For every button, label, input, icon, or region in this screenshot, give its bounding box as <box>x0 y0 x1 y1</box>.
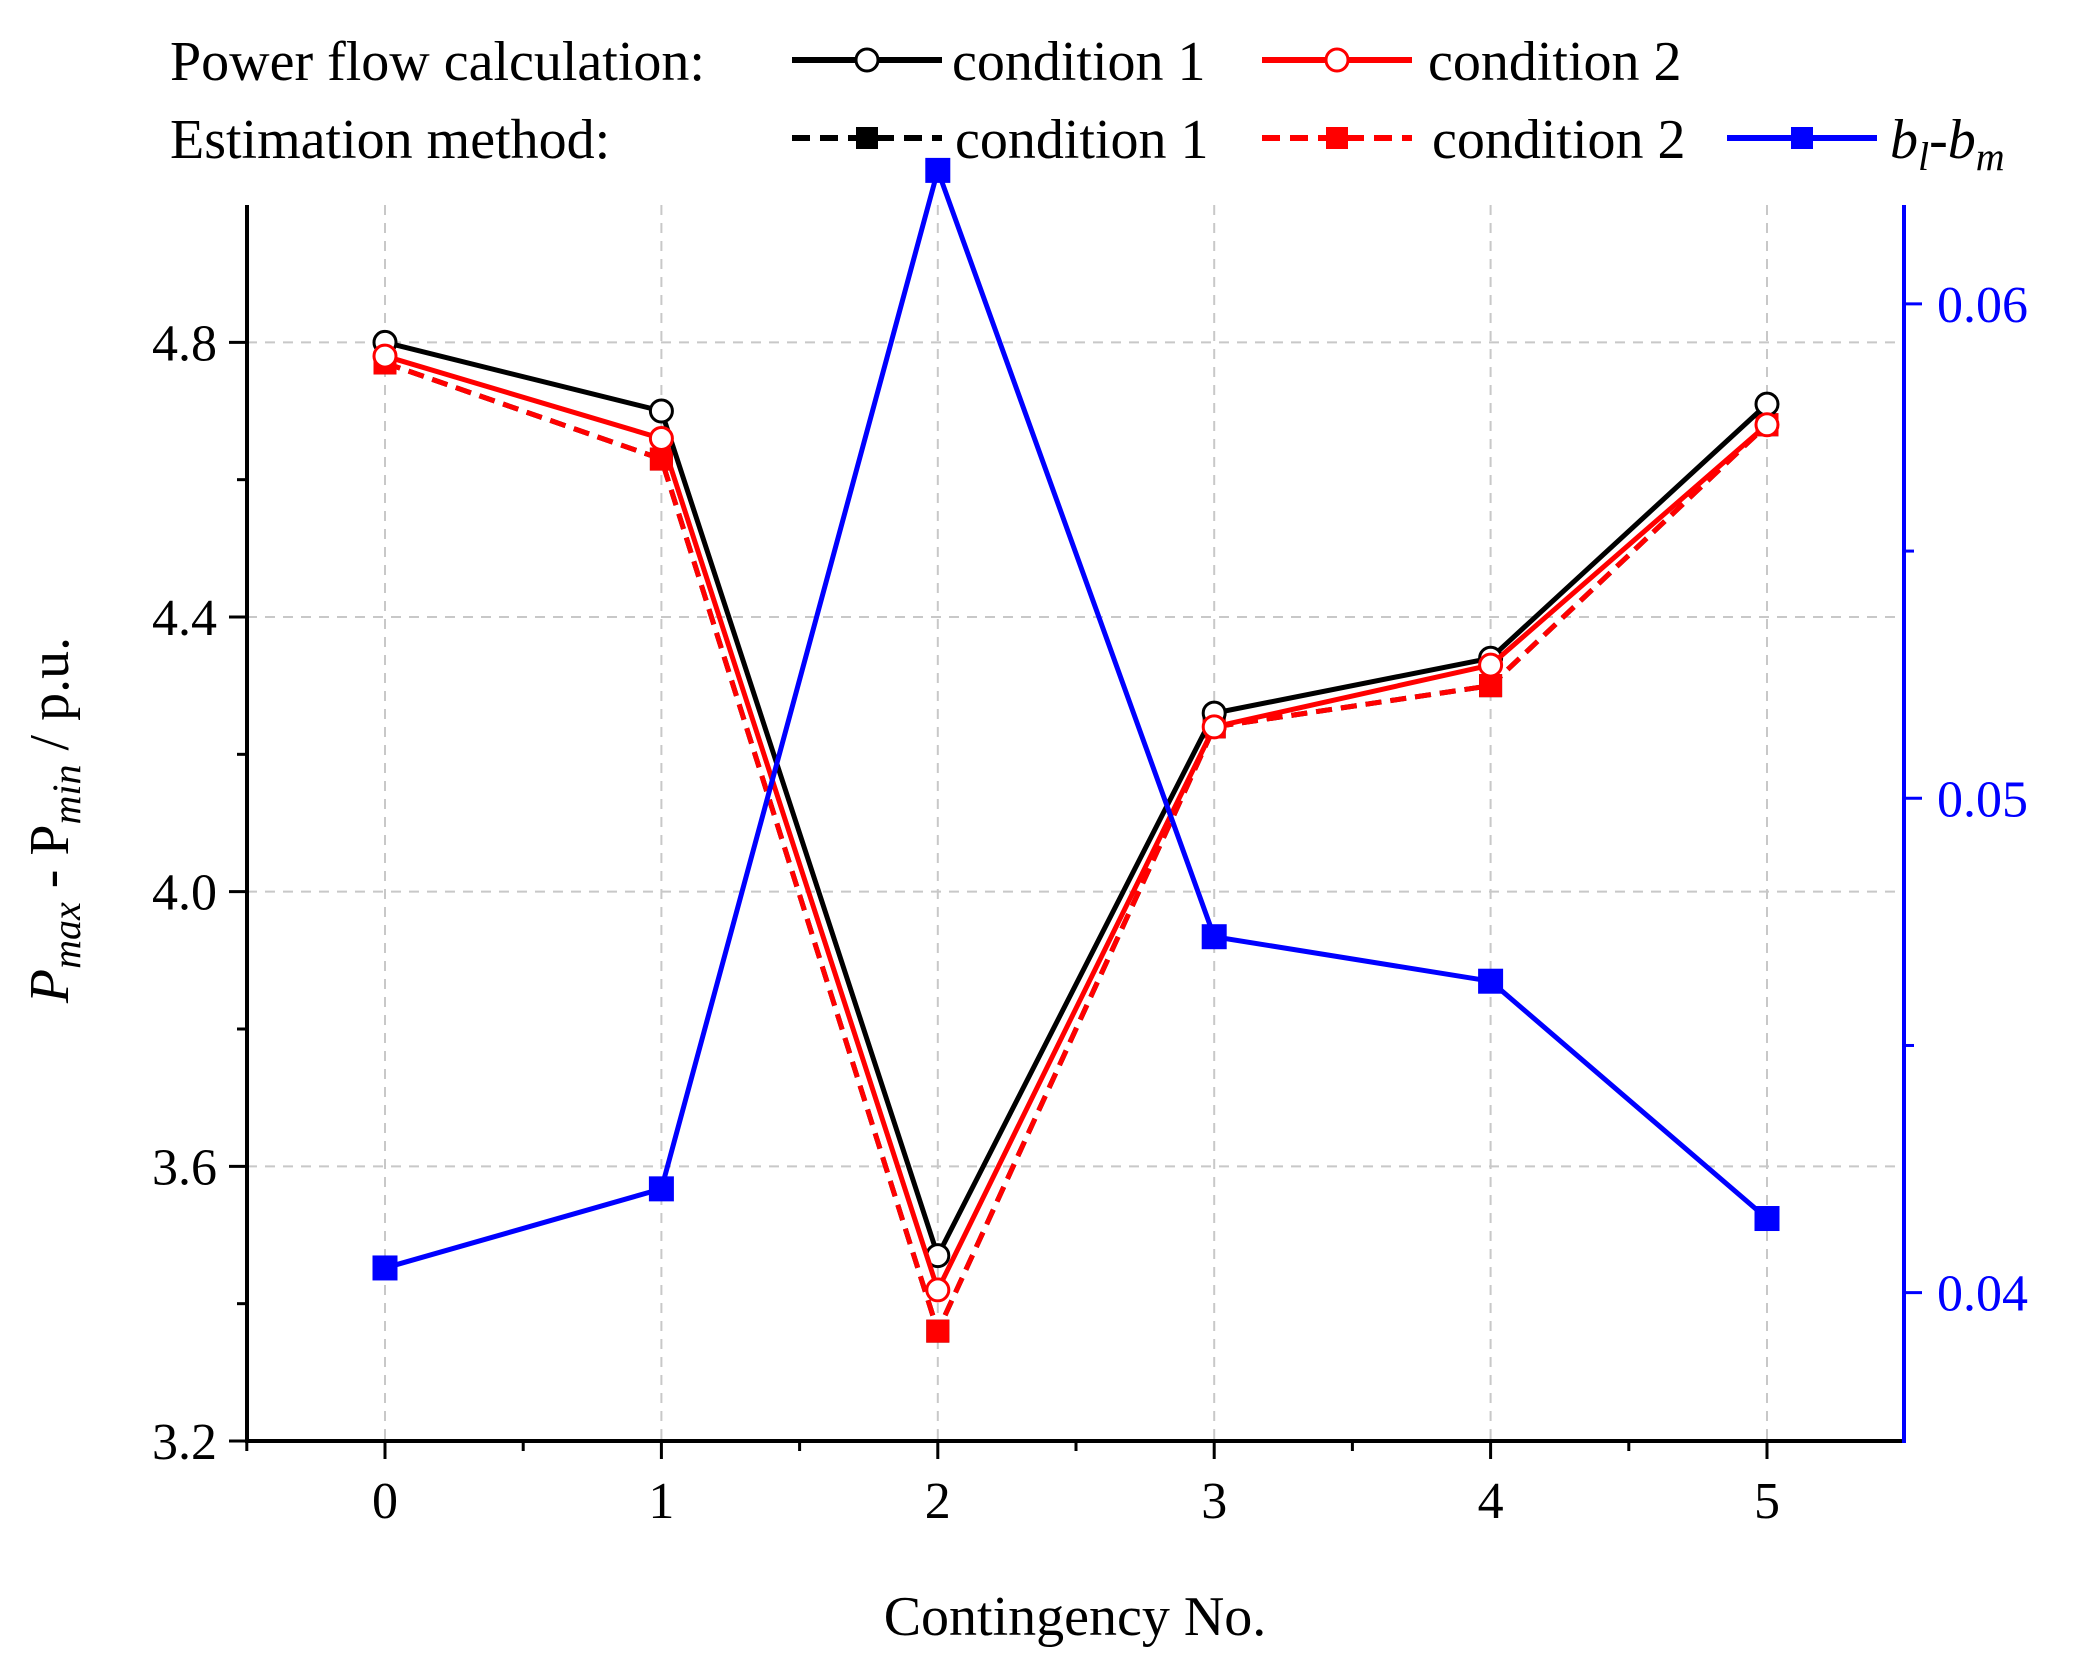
x-tick-label-1: 1 <box>648 1473 674 1530</box>
series-1-point-5 <box>1754 412 1780 438</box>
legend-b-label: bl-bm <box>1890 109 2005 179</box>
series-0 <box>372 329 1780 1269</box>
legend-b-sub2: m <box>1976 134 2005 179</box>
series-line-0 <box>384 339 1769 1263</box>
legend-pf-c1-label: condition 1 <box>952 31 1206 93</box>
x-tick-labels: 0 1 2 3 4 5 <box>372 1473 1780 1530</box>
x-tick-label-0: 0 <box>372 1473 398 1530</box>
y-axis-title-p1: P <box>19 969 81 1004</box>
y-tick-label-4.0: 4.0 <box>152 865 217 922</box>
series-3 <box>373 351 1779 1343</box>
legend-est-c1-label: condition 1 <box>955 109 1209 171</box>
series-layer <box>372 157 1780 1343</box>
legend-b-marker <box>1791 127 1813 149</box>
legend-pf-condition2: condition 2 <box>1262 31 1682 93</box>
series-4-point-2 <box>925 157 951 183</box>
x-axis-title: Contingency No. <box>884 1586 1267 1648</box>
x-tick-label-3: 3 <box>1201 1473 1227 1530</box>
legend-b-main: b <box>1890 109 1918 171</box>
ticks <box>229 302 1922 1459</box>
x-tick-label-2: 2 <box>925 1473 951 1530</box>
y-axis-title-sub1: max <box>44 902 89 969</box>
series-line-2 <box>384 360 1769 1339</box>
y2-tick-label-0.05: 0.05 <box>1937 771 2028 828</box>
x-tick-label-4: 4 <box>1478 1473 1504 1530</box>
series-line-3 <box>384 360 1769 1339</box>
series-3-point-2 <box>926 1319 950 1343</box>
legend-row1-label: Power flow calculation: <box>170 31 705 93</box>
y-tick-label-4.8: 4.8 <box>152 315 217 372</box>
y-axis-title-mid: - P <box>19 824 81 902</box>
legend-pf-condition1: condition 1 <box>792 31 1206 93</box>
series-0-point-5 <box>1754 391 1780 417</box>
series-line-4 <box>384 162 1769 1271</box>
series-4-point-3 <box>1201 924 1227 950</box>
series-4 <box>372 157 1780 1281</box>
series-1-point-2 <box>925 1277 951 1303</box>
legend-b-sub1: l <box>1918 134 1929 179</box>
series-3-point-4 <box>1479 674 1503 698</box>
series-4-point-1 <box>648 1176 674 1202</box>
series-1-point-0 <box>372 343 398 369</box>
y-tick-label-4.4: 4.4 <box>152 590 217 647</box>
y-axis-title-unit: / p.u. <box>19 637 81 765</box>
legend-est-condition2: condition 2 <box>1262 109 1686 171</box>
series-line-1 <box>384 353 1769 1297</box>
legend-row2-label: Estimation method: <box>170 109 610 171</box>
y2-tick-label-0.04: 0.04 <box>1937 1266 2028 1323</box>
legend-pf-c2-label: condition 2 <box>1428 31 1682 93</box>
legend-est-condition1: condition 1 <box>792 109 1209 171</box>
series-1 <box>372 343 1780 1303</box>
legend-pf-c2-marker <box>1324 47 1350 73</box>
y-axis-title-sub2: min <box>44 764 89 824</box>
y-tick-label-3.6: 3.6 <box>152 1139 217 1196</box>
legend: Power flow calculation: Estimation metho… <box>170 31 2005 179</box>
legend-b-dash: -b <box>1929 109 1976 171</box>
y-axis-title: Pmax - Pmin / p.u. <box>19 637 89 1004</box>
y-tick-labels: 3.2 3.6 4.0 4.4 4.8 <box>152 315 217 1471</box>
series-1-point-3 <box>1201 714 1227 740</box>
series-0-point-1 <box>648 398 674 424</box>
x-tick-label-5: 5 <box>1754 1473 1780 1530</box>
legend-pf-c1-marker <box>854 47 880 73</box>
series-4-point-4 <box>1478 968 1504 994</box>
series-1-point-1 <box>648 425 674 451</box>
y2-tick-labels: 0.04 0.05 0.06 <box>1937 277 2028 1323</box>
series-1-point-4 <box>1478 652 1504 678</box>
legend-est-c1-marker <box>856 127 878 149</box>
series-4-point-0 <box>372 1255 398 1281</box>
legend-est-c2-marker <box>1326 127 1348 149</box>
series-2 <box>373 351 1779 1343</box>
y-tick-label-3.2: 3.2 <box>152 1414 217 1471</box>
y2-tick-label-0.06: 0.06 <box>1937 277 2028 334</box>
series-4-point-5 <box>1754 1206 1780 1232</box>
legend-est-c2-label: condition 2 <box>1432 109 1686 171</box>
legend-b-diff: bl-bm <box>1727 109 2005 179</box>
